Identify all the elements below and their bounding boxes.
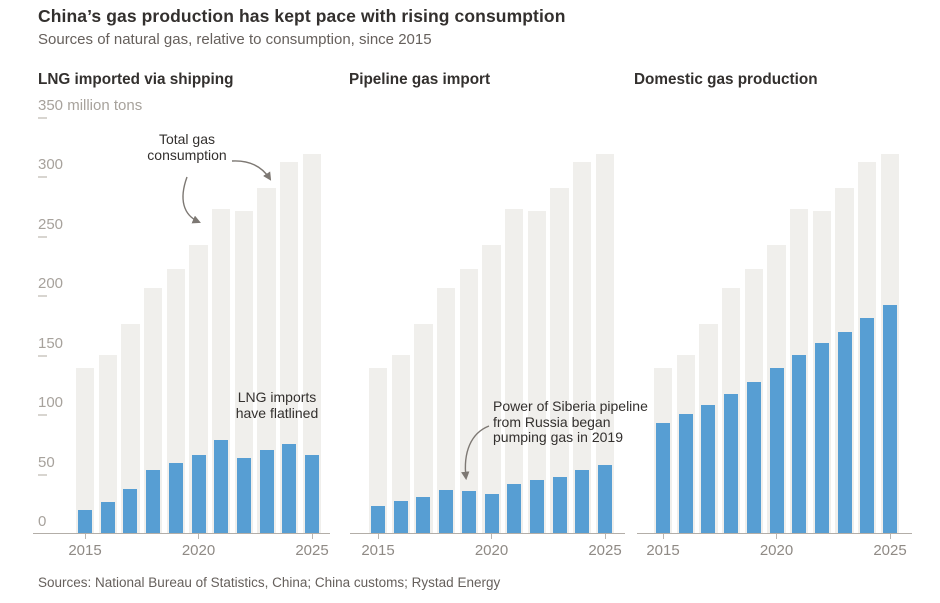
value-bar [769,367,784,533]
value-bar [883,304,897,533]
x-axis-label: 2015 [361,542,395,559]
consumption-bar [505,208,524,533]
x-axis-tick [84,534,86,539]
value-bar [860,317,875,533]
plot-pipeline-imports: 2015 2020 2025 [361,117,622,559]
x-axis-tick [311,534,313,539]
x-axis-label: 2020 [181,542,216,559]
y-axis-tick-label: 150 [38,334,64,352]
annotation-power-of-siberia: Power of Siberia pipeline from Russia be… [493,398,648,445]
x-axis-label: 2025 [588,542,622,559]
annotation-total-gas-consumption: Total gas consumption [147,131,227,163]
x-axis-label: 2025 [873,542,907,559]
value-bar [78,510,92,533]
y-axis-tick-dash [38,354,47,357]
y-axis-tick-label: 100 [38,394,64,412]
value-bar [416,497,431,533]
value-bar [598,465,612,533]
x-axis-line-domestic [637,533,912,534]
consumption-bar [121,323,140,533]
y-axis-tick-dash [38,295,47,298]
y-axis-tick-label: 200 [38,275,64,293]
x-axis-tick [604,534,606,539]
consumption-bar [414,323,433,533]
consumption-bar [436,288,456,533]
consumption-bar [257,188,276,533]
y-axis-tick-dash [38,473,47,476]
value-bar [371,505,385,533]
x-axis-tick [662,534,664,539]
value-bar [724,393,739,533]
value-bar [575,470,590,533]
x-axis-label: 2015 [646,542,680,559]
x-axis-tick [776,534,777,539]
y-axis-tick-dash [38,117,47,119]
value-bar [100,502,115,533]
value-bar [282,443,297,533]
plot-domestic-production: 2015 2020 2025 [646,117,907,559]
value-bar [507,484,522,533]
value-bar [678,414,693,533]
value-bar [393,500,408,533]
x-axis-line-lng [33,533,330,534]
x-axis-line-pipeline [350,533,625,534]
value-bar [439,490,454,533]
consumption-bar [527,210,547,533]
value-bar [236,458,251,533]
value-bar [214,440,229,533]
y-axis-tick-label: 250 [38,215,64,233]
value-bar [305,454,319,533]
value-bar [792,354,807,533]
consumption-bar [482,245,501,533]
value-bar [837,332,852,533]
consumption-bar [75,367,95,533]
consumption-bar [550,188,569,533]
value-bar [191,454,206,533]
y-axis-tick-label: 0 [38,513,47,530]
value-bar [168,462,183,533]
x-axis-tick [198,534,199,539]
value-bar [259,449,274,533]
x-axis-label: 2020 [759,542,794,559]
value-bar [552,477,567,533]
y-axis-tick-dash [38,235,47,238]
y-axis-tick-label: 300 [38,156,64,174]
consumption-bar [280,162,299,533]
consumption-bar [595,153,615,533]
x-axis-tick [377,534,379,539]
plot-lng-imports: 2015 2020 2025 [68,117,329,559]
consumption-bar [98,354,117,533]
y-axis-tick-label: 50 [38,453,55,471]
value-bar [814,342,829,533]
value-bar [529,479,544,533]
y-axis-tick-label: 350 million tons [38,97,143,114]
value-bar [146,470,161,533]
value-bar [123,489,138,533]
chart-title: China’s gas production has kept pace wit… [38,6,566,26]
consumption-bar [234,210,254,533]
value-bar [484,493,499,533]
panel-title-domestic: Domestic gas production [634,71,818,88]
annotation-lng-flatlined: LNG imports have flatlined [235,389,319,421]
y-axis-tick-dash [38,414,47,417]
consumption-bar [573,162,592,533]
x-axis-label: 2025 [295,542,329,559]
value-bar [746,382,761,533]
consumption-bar [302,153,322,533]
x-axis-label: 2020 [474,542,509,559]
x-axis-label: 2015 [68,542,102,559]
value-bar [701,404,716,533]
consumption-bar [368,367,388,533]
x-axis-tick [889,534,891,539]
panel-title-lng: LNG imported via shipping [38,71,234,88]
consumption-bar [391,354,410,533]
source-note: Sources: National Bureau of Statistics, … [38,575,501,590]
x-axis-tick [491,534,492,539]
panel-title-pipeline: Pipeline gas import [349,71,491,88]
value-bar [461,491,476,533]
value-bar [656,422,670,533]
chart-subtitle: Sources of natural gas, relative to cons… [38,31,432,48]
y-axis-tick-dash [38,176,47,179]
